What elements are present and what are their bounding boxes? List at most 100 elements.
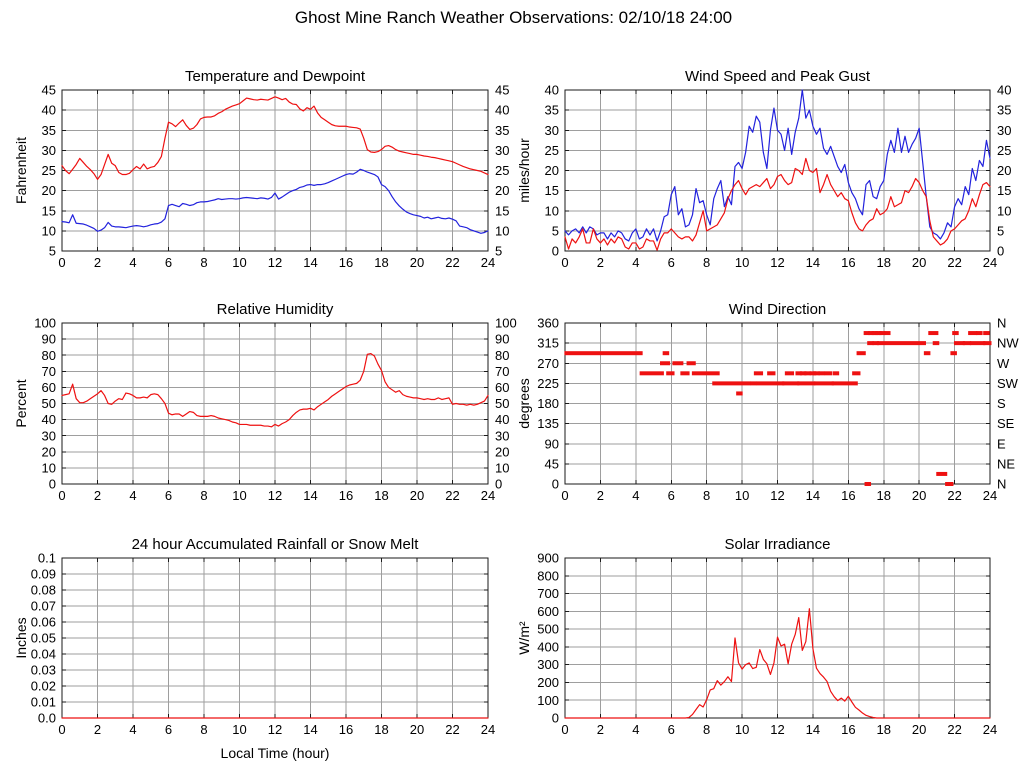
- y-axis-label: Percent: [13, 379, 29, 427]
- x-tick-label: 18: [877, 722, 891, 737]
- direction-marker: [863, 331, 871, 336]
- direction-marker: [666, 371, 675, 376]
- direction-marker: [756, 381, 785, 386]
- x-tick-label: 20: [410, 722, 424, 737]
- y-tick-label: 700: [537, 586, 559, 601]
- direction-marker: [932, 341, 940, 346]
- x-tick-label: 4: [632, 488, 639, 503]
- x-tick-label: 22: [947, 722, 961, 737]
- y-tick-label: 0.05: [31, 631, 56, 646]
- direction-marker: [814, 381, 834, 386]
- x-tick-label: 12: [268, 488, 282, 503]
- y-tick-label: 35: [42, 123, 56, 138]
- x-tick-label: 6: [668, 255, 675, 270]
- direction-marker: [867, 341, 874, 346]
- x-tick-label: 6: [668, 488, 675, 503]
- y-tick-label-right: 10: [495, 223, 509, 238]
- y-tick-label: 50: [42, 396, 56, 411]
- y-axis-label: W/m²: [516, 621, 532, 655]
- direction-marker: [872, 341, 880, 346]
- x-tick-label: 6: [165, 255, 172, 270]
- x-tick-label: 14: [303, 255, 317, 270]
- y-tick-label: 40: [42, 412, 56, 427]
- y-tick-label: 15: [545, 183, 559, 198]
- y-tick-label: 600: [537, 604, 559, 619]
- y-tick-label-right: 90: [495, 332, 509, 347]
- x-tick-label: 12: [268, 255, 282, 270]
- y-tick-label-right: 45: [495, 83, 509, 98]
- y-tick-label-right: 5: [997, 223, 1004, 238]
- direction-marker: [753, 371, 764, 376]
- y-tick-label: 45: [545, 456, 559, 471]
- direction-marker: [968, 331, 978, 336]
- direction-marker: [871, 331, 879, 336]
- y-tick-label: 0.04: [31, 647, 56, 662]
- y-tick-label: 30: [42, 428, 56, 443]
- series-line-solar: [564, 608, 991, 719]
- x-tick-label: 0: [58, 255, 65, 270]
- y-tick-label: 45: [42, 83, 56, 98]
- x-tick-label: 8: [200, 488, 207, 503]
- direction-marker: [923, 351, 931, 356]
- direction-marker: [639, 371, 664, 376]
- x-tick-label: 0: [561, 488, 568, 503]
- direction-marker: [662, 351, 670, 356]
- direction-marker: [852, 371, 861, 376]
- direction-marker: [809, 371, 817, 376]
- series-line-dewpoint: [61, 168, 489, 234]
- y-tick-label-right: SW: [997, 376, 1019, 391]
- chart-title: Temperature and Dewpoint: [185, 68, 366, 85]
- x-tick-label: 10: [735, 488, 749, 503]
- y-tick-label-right: 20: [495, 444, 509, 459]
- y-tick-label: 20: [42, 183, 56, 198]
- x-tick-label: 2: [597, 255, 604, 270]
- chart-title: Wind Speed and Peak Gust: [685, 68, 871, 85]
- x-tick-label: 20: [912, 488, 926, 503]
- x-tick-label: 14: [303, 488, 317, 503]
- y-tick-label: 35: [545, 103, 559, 118]
- direction-marker: [804, 371, 811, 376]
- y-tick-label-right: 0: [495, 477, 502, 492]
- y-tick-label-right: 15: [997, 183, 1011, 198]
- x-tick-label: 22: [947, 488, 961, 503]
- y-tick-label-right: 80: [495, 348, 509, 363]
- y-tick-label: 10: [42, 223, 56, 238]
- x-tick-label: 20: [410, 488, 424, 503]
- x-tick-label: 24: [983, 722, 997, 737]
- x-tick-label: 14: [303, 722, 317, 737]
- y-axis-label: Inches: [13, 617, 29, 658]
- y-tick-label-right: 30: [495, 428, 509, 443]
- y-axis-label: miles/hour: [516, 138, 532, 203]
- chart-title: Solar Irradiance: [725, 536, 831, 553]
- x-tick-label: 24: [481, 488, 495, 503]
- x-tick-label: 2: [597, 722, 604, 737]
- x-tick-label: 20: [912, 255, 926, 270]
- y-tick-label: 5: [552, 223, 559, 238]
- x-tick-label: 4: [129, 722, 136, 737]
- x-tick-label: 22: [445, 255, 459, 270]
- x-tick-label: 14: [806, 488, 820, 503]
- x-tick-label: 8: [200, 255, 207, 270]
- y-tick-label: 500: [537, 622, 559, 637]
- direction-marker: [864, 482, 872, 486]
- x-axis-label: Local Time (hour): [221, 745, 330, 761]
- direction-marker: [832, 371, 840, 376]
- y-tick-label: 0.02: [31, 679, 56, 694]
- y-tick-label: 0: [552, 477, 559, 492]
- direction-marker: [680, 371, 690, 376]
- direction-marker: [564, 351, 643, 356]
- y-tick-label: 0.01: [31, 695, 56, 710]
- y-tick-label-right: 25: [997, 143, 1011, 158]
- x-tick-label: 0: [561, 722, 568, 737]
- y-tick-label: 25: [545, 143, 559, 158]
- series-line-humidity: [61, 352, 489, 428]
- y-tick-label: 135: [537, 416, 559, 431]
- x-tick-label: 8: [200, 722, 207, 737]
- x-tick-label: 10: [232, 488, 246, 503]
- page-title: Ghost Mine Ranch Weather Observations: 0…: [294, 8, 733, 27]
- direction-marker: [824, 371, 833, 376]
- direction-marker: [672, 361, 684, 366]
- direction-marker: [660, 361, 671, 366]
- y-tick-label: 0.03: [31, 663, 56, 678]
- direction-marker: [795, 371, 802, 376]
